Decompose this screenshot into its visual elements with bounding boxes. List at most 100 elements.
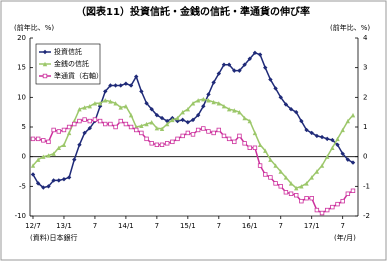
marker [56,129,62,134]
marker [237,68,242,73]
marker [139,130,144,136]
marker [201,104,206,109]
marker [263,172,268,177]
marker [242,62,247,67]
marker [154,125,160,131]
marker [247,118,252,124]
marker [66,124,72,130]
marker [42,49,48,55]
marker [77,107,82,112]
marker [35,136,41,142]
marker [108,99,113,104]
marker [273,181,278,186]
source: (資料)日本銀行 [30,233,77,242]
marker [324,154,330,159]
marker [304,181,309,186]
y2-tick-label: -2 [363,212,370,220]
marker [216,101,222,106]
y2-tick-label: 0 [363,153,367,161]
marker [257,142,263,147]
marker [103,121,108,127]
marker [61,177,67,182]
marker [221,133,227,139]
marker [149,107,154,112]
marker [350,160,356,165]
marker [30,163,36,168]
marker [159,115,165,121]
x-tick-label: 7 [279,222,283,230]
marker [154,112,160,118]
marker [144,101,149,106]
marker [278,184,283,189]
marker [128,112,134,118]
marker [66,175,72,180]
x-tick-label: 13/1 [56,222,72,230]
marker [232,108,237,113]
marker [128,83,134,88]
marker [247,56,252,61]
marker [113,124,118,130]
marker [294,185,299,191]
marker [92,101,98,106]
marker [335,136,340,142]
marker [273,163,278,168]
marker [340,198,345,204]
marker [350,188,356,193]
marker [319,163,325,168]
marker [72,121,77,127]
marker [283,190,289,195]
marker [82,105,87,110]
marker [149,120,154,125]
marker [149,141,154,146]
y-axis-label: (前年比、%) [14,23,54,32]
marker [42,61,48,67]
marker [226,107,232,112]
marker [103,89,108,94]
marker [87,104,92,109]
marker [97,118,103,124]
marker [35,157,41,162]
marker [134,74,139,79]
marker [139,123,144,129]
marker [335,142,340,147]
marker [252,50,258,56]
marker [288,181,294,186]
marker [123,121,129,127]
marker [226,62,232,67]
y2-tick-label: 4 [363,34,368,42]
marker [113,101,118,106]
marker [77,142,82,147]
marker [56,145,62,150]
marker [309,130,314,136]
y-tick-label: 10 [17,93,26,101]
marker [268,77,273,82]
marker [324,136,330,142]
marker [51,178,56,183]
marker [288,191,294,196]
marker [268,157,273,162]
marker [170,139,175,145]
marker [345,157,351,162]
marker [51,127,56,133]
marker [46,184,51,189]
marker [82,117,87,122]
marker [206,92,211,97]
y2-tick-label: -1 [363,182,370,190]
marker [46,139,51,145]
marker [87,118,92,124]
marker [185,120,191,125]
marker [72,157,77,162]
marker [216,127,222,133]
marker [170,117,175,123]
marker [77,118,82,124]
marker [139,89,144,94]
x-tick-label: 14/1 [118,222,134,230]
marker [263,148,268,153]
marker [206,129,211,134]
marker [232,139,237,145]
marker [283,175,289,180]
marker [206,98,211,103]
marker [201,96,206,102]
